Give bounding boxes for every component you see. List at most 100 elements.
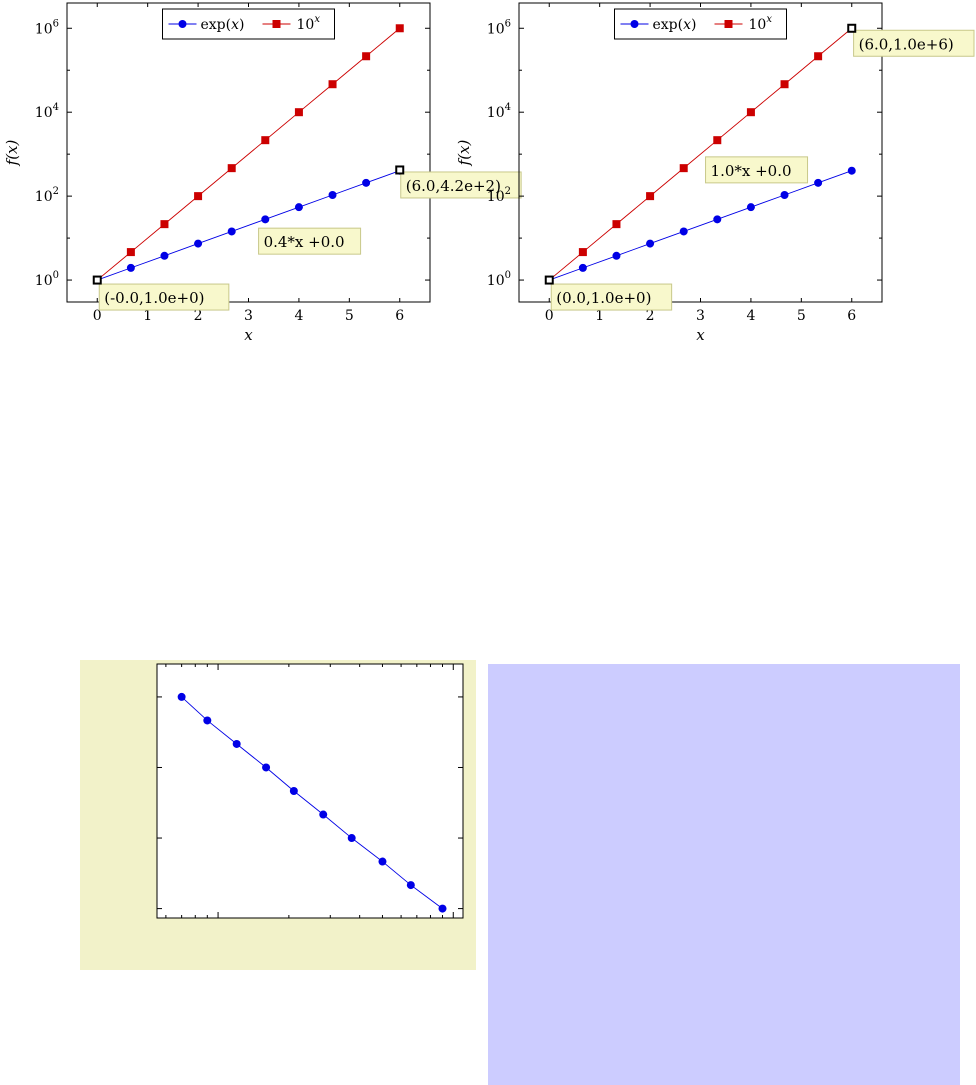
annotation-label: 0.4*x +0.0 xyxy=(264,233,345,251)
y-tick-label: 102 xyxy=(487,186,511,205)
x-tick-label: 2 xyxy=(646,308,655,324)
series-line-pow10 xyxy=(548,27,853,281)
annotation-box xyxy=(98,283,230,311)
y-tick-label: 104 xyxy=(487,102,511,121)
y-tick-label: 102 xyxy=(35,186,59,205)
data-point-pow10 xyxy=(194,192,203,201)
y-tick-base: 10 xyxy=(35,189,53,205)
data-point-pow10 xyxy=(612,220,621,229)
annotation-box xyxy=(705,156,809,184)
y-tick-label: 104 xyxy=(35,102,59,121)
data-point-pow10 xyxy=(578,248,587,257)
y-tick-label: 100 xyxy=(487,270,511,289)
legend-marker-exp xyxy=(630,20,639,28)
data-point-pow10 xyxy=(294,108,303,117)
x-axis-label: x xyxy=(244,326,253,344)
y-tick-exponent: 0 xyxy=(505,270,511,281)
x-tick-label: 5 xyxy=(345,308,354,324)
x-axis-label: x xyxy=(696,326,705,344)
legend-exp-base: exp( xyxy=(653,17,684,33)
data-point-exp xyxy=(612,251,621,260)
y-tick-base: 10 xyxy=(487,21,505,37)
annotated-point-marker xyxy=(92,275,102,285)
x-tick-label: 4 xyxy=(294,308,303,324)
y-tick-exponent: 0 xyxy=(53,270,59,281)
x-tick-label: 0 xyxy=(545,308,554,324)
plot-frame xyxy=(156,663,464,919)
panel-blue-background xyxy=(488,664,960,1085)
data-point xyxy=(289,787,298,795)
legend-marker-pow10 xyxy=(724,20,733,28)
data-point-pow10 xyxy=(679,164,688,173)
legend-exp-base: exp( xyxy=(201,17,232,33)
legend-pow10-exp: x xyxy=(314,14,320,25)
y-tick-base: 10 xyxy=(487,273,505,289)
data-point-pow10 xyxy=(160,220,169,229)
legend-marker-pow10 xyxy=(272,20,281,28)
y-tick-base: 10 xyxy=(487,105,505,121)
legend-label-exp: exp(x) xyxy=(201,17,245,33)
data-point-exp xyxy=(126,263,135,272)
data-point xyxy=(347,834,356,843)
data-point xyxy=(262,763,271,772)
x-tick-label: 1 xyxy=(143,308,152,324)
data-point-exp xyxy=(578,263,587,272)
y-tick-exponent: 4 xyxy=(53,102,59,113)
data-point-exp xyxy=(847,166,856,175)
data-point-pow10 xyxy=(713,136,722,145)
data-point-exp xyxy=(713,215,722,224)
data-point xyxy=(438,904,447,913)
legend-exp-close: ) xyxy=(691,17,696,33)
series-line xyxy=(181,696,443,909)
y-tick-exponent: 2 xyxy=(53,186,59,197)
legend-label-exp: exp(x) xyxy=(653,17,697,33)
legend-exp-close: ) xyxy=(239,17,244,33)
data-point-pow10 xyxy=(227,164,236,173)
data-point-pow10 xyxy=(395,24,404,33)
x-tick-label: 0 xyxy=(93,308,102,324)
data-point xyxy=(177,692,186,701)
data-point-exp xyxy=(362,178,371,187)
data-point-pow10 xyxy=(780,80,789,89)
annotation-box xyxy=(258,227,362,255)
x-tick-label: 5 xyxy=(797,308,806,324)
legend-exp-var: x xyxy=(683,17,691,33)
annotated-point-marker xyxy=(395,165,405,175)
legend-marker-exp xyxy=(178,20,187,28)
chart-3 xyxy=(156,663,464,919)
series-line-pow10 xyxy=(96,27,401,281)
y-tick-label: 100 xyxy=(35,270,59,289)
data-point-exp xyxy=(294,203,303,212)
y-tick-base: 10 xyxy=(487,189,505,205)
data-point-exp xyxy=(746,203,755,212)
annotated-point-marker xyxy=(847,23,857,33)
y-tick-base: 10 xyxy=(35,21,53,37)
y-axis-label: f(x) xyxy=(455,139,473,166)
legend-pow10-exp: x xyxy=(766,14,772,25)
x-tick-label: 1 xyxy=(595,308,604,324)
data-point-exp xyxy=(679,227,688,236)
data-point-exp xyxy=(194,239,203,248)
data-point xyxy=(203,716,212,725)
annotation-label: (6.0,1.0e+6) xyxy=(859,35,954,53)
annotation-label: (6.0,4.2e+2) xyxy=(406,177,501,195)
annotation-label: (0.0,1.0e+0) xyxy=(556,289,651,307)
data-point-pow10 xyxy=(746,108,755,117)
legend-label-pow10: 10x xyxy=(749,14,773,33)
data-point-exp xyxy=(160,251,169,260)
x-tick-label: 4 xyxy=(746,308,755,324)
x-tick-label: 3 xyxy=(244,308,253,324)
data-point-exp xyxy=(261,215,270,224)
data-point xyxy=(406,881,415,890)
data-point-exp xyxy=(227,227,236,236)
data-point-pow10 xyxy=(814,52,823,61)
annotation-box xyxy=(853,29,975,57)
y-tick-base: 10 xyxy=(35,105,53,121)
x-tick-label: 3 xyxy=(696,308,705,324)
y-tick-label: 106 xyxy=(487,18,511,37)
x-tick-label: 2 xyxy=(194,308,203,324)
data-point-exp xyxy=(646,239,655,248)
